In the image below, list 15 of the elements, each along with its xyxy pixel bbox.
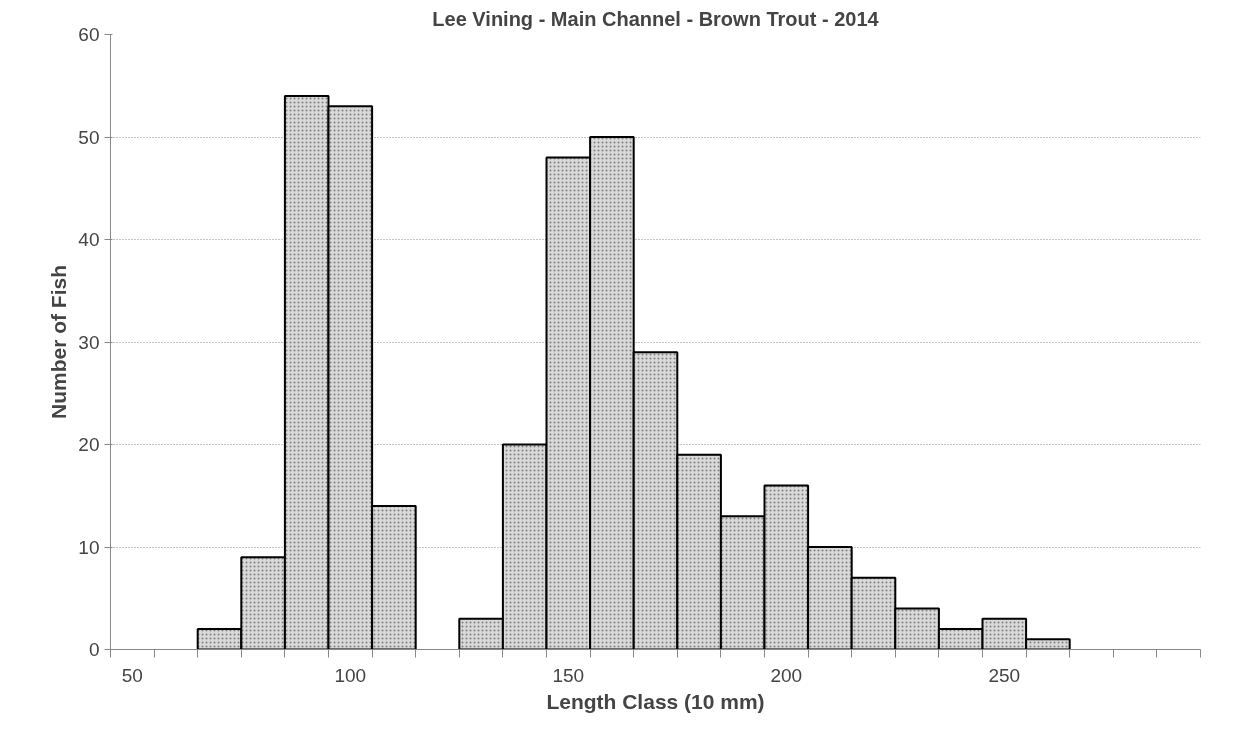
x-tick-label: 250 [988,664,1021,686]
y-tick-label: 50 [78,126,100,148]
x-tick-label: 50 [121,664,143,686]
y-axis-title: Number of Fish [47,264,71,419]
x-tick-label: 100 [334,664,367,686]
x-axis-title: Length Class (10 mm) [546,689,765,713]
y-tick-label: 30 [78,331,100,353]
y-tick-label: 20 [78,434,100,455]
y-tick-label: 0 [88,639,100,660]
y-tick-label: 40 [78,229,100,250]
chart-title: Lee Vining - Main Channel - Brown Trout - 2014 [432,7,880,30]
x-tick-label: 200 [770,664,803,686]
x-tick-label: 150 [552,664,585,686]
y-tick-label: 10 [78,536,100,558]
y-tick-label: 60 [78,24,100,45]
